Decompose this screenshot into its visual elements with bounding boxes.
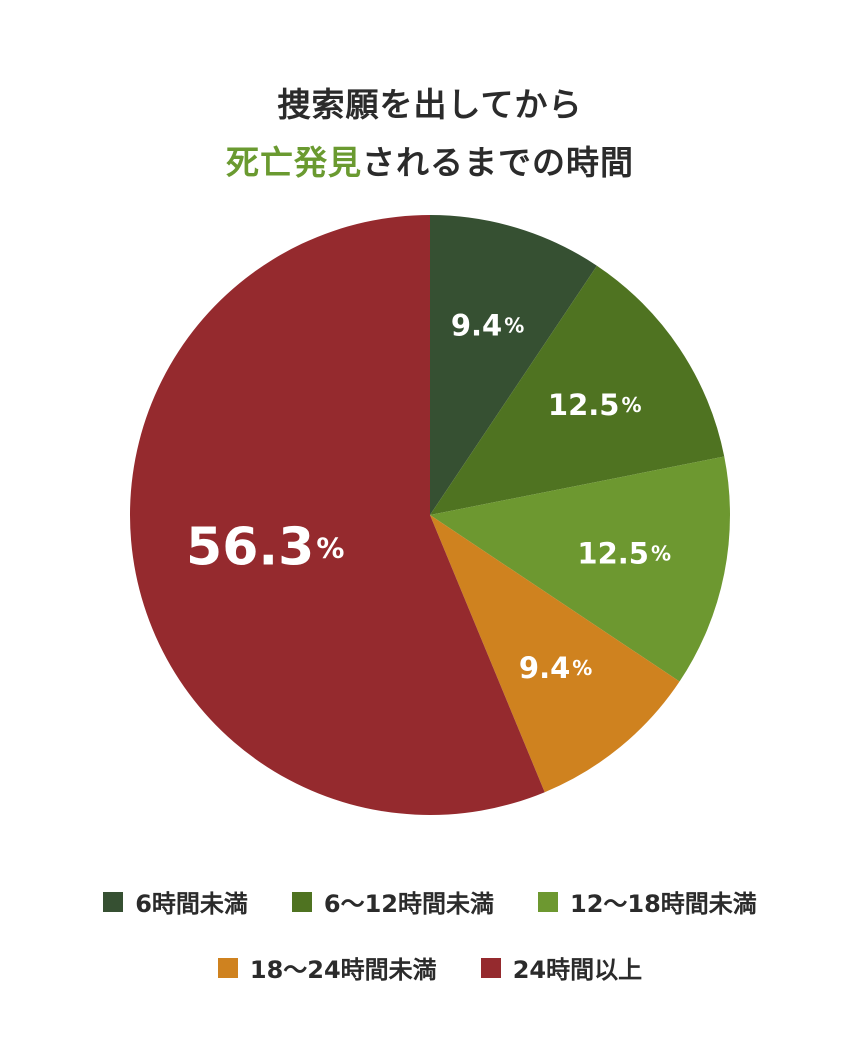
legend-label: 24時間以上 — [512, 956, 643, 984]
legend-swatch — [538, 891, 558, 912]
pie-slice — [129, 215, 545, 815]
legend-swatch — [217, 957, 238, 978]
pie-slice — [430, 215, 597, 515]
legend-swatch — [291, 891, 312, 912]
legend-label: 18〜24時間未満 — [249, 956, 437, 984]
legend-label: 6時間未満 — [135, 890, 248, 918]
slice-value-label: 12.5% — [548, 388, 642, 422]
legend-label: 12〜18時間未満 — [570, 890, 757, 918]
legend-item: 24時間以上 — [480, 950, 643, 985]
legend-item: 6時間未満 — [103, 884, 248, 919]
chart-title-rest: されるまでの時間 — [362, 143, 634, 182]
slice-value-label: 9.4% — [519, 651, 592, 685]
chart-title-line2: 死亡発見されるまでの時間 — [0, 136, 860, 184]
legend-label: 6〜12時間未満 — [323, 890, 494, 918]
slice-value-label: 12.5% — [577, 537, 671, 571]
legend-swatch — [480, 957, 501, 978]
legend-item: 18〜24時間未満 — [217, 950, 437, 985]
chart-title-accent: 死亡発見 — [226, 143, 362, 182]
legend-item: 6〜12時間未満 — [291, 884, 494, 919]
slice-value-label: 56.3% — [186, 518, 344, 578]
chart-title-text: 捜索願を出してから — [277, 85, 583, 124]
pie-slice — [430, 456, 731, 682]
pie-slice — [430, 515, 680, 793]
legend-row-2: 18〜24時間未満 24時間以上 — [0, 950, 860, 985]
chart-title-line1: 捜索願を出してから — [0, 78, 860, 126]
pie-slice — [430, 265, 725, 515]
legend-swatch — [103, 891, 124, 912]
slice-value-label: 9.4% — [451, 309, 524, 343]
legend-item: 12〜18時間未満 — [538, 884, 757, 919]
legend-row-1: 6時間未満 6〜12時間未満 12〜18時間未満 — [0, 884, 860, 919]
